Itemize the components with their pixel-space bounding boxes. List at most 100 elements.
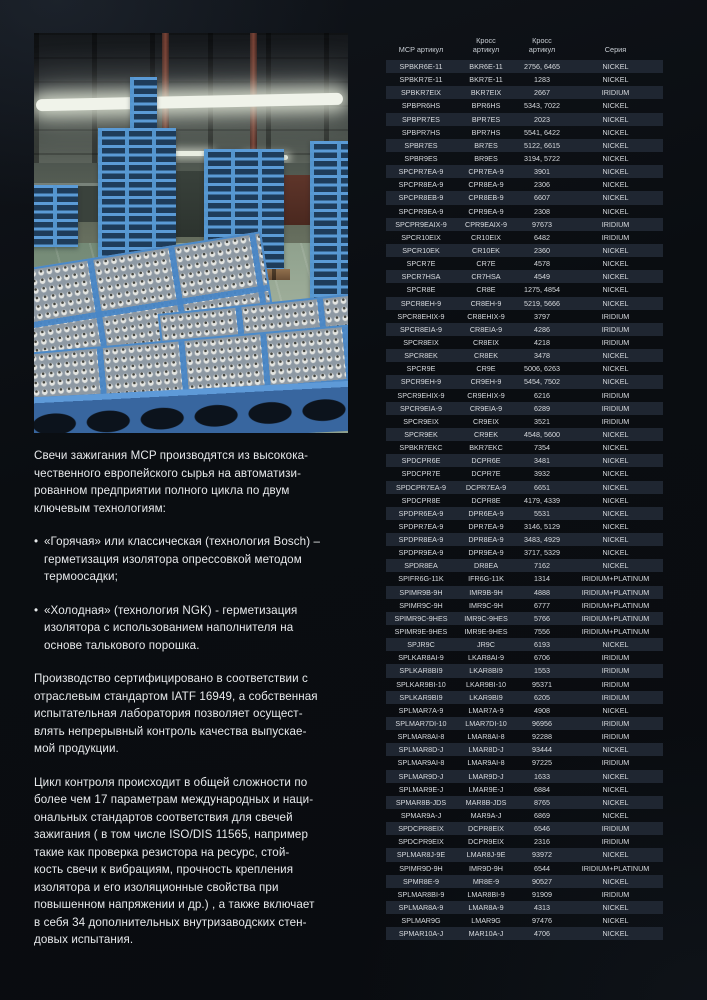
cell-cross-article-1: LMAR8BI-9 <box>467 889 505 899</box>
cell-series: IRIDIUM <box>601 719 630 729</box>
cell-cross-article-1: BR7ES <box>474 140 498 150</box>
cell-mcp-article: SPDPR6EA-9 <box>398 508 444 518</box>
table-row: SPBPR6HS BPR6HS 5343, 7022 NICKEL <box>386 99 663 112</box>
cell-cross-article-2: 4706 <box>534 929 550 939</box>
cell-cross-article-1: CR8EK <box>474 351 498 361</box>
cell-mcp-article: SPCR7HSA <box>401 272 441 282</box>
cell-cross-article-2: 2306 <box>534 180 550 190</box>
cell-cross-article-1: CPR9EA-9 <box>468 206 504 216</box>
cell-series: NICKEL <box>602 193 629 203</box>
cell-mcp-article: SPLKAR9BI-10 <box>396 679 446 689</box>
table-row: SPBKR7EIX BKR7EIX 2667 IRIDIUM <box>386 86 663 100</box>
intro-bullet-item: • «Холодная» (технология NGK) - герметиза… <box>34 603 298 652</box>
cell-cross-article-1: LMAR8J-9E <box>466 850 506 860</box>
table-row: SPCR9EIX CR9EIX 3521 IRIDIUM <box>386 415 663 428</box>
cell-cross-article-2: 90527 <box>532 876 552 886</box>
cell-mcp-article: SPDCPR9EIX <box>398 837 444 847</box>
cell-cross-article-2: 6193 <box>534 640 550 650</box>
table-header-row: MCP артикул Кросс артикул Кросс артикул … <box>386 36 663 60</box>
cell-cross-article-1: BKR6E-11 <box>469 62 503 71</box>
cell-series: NICKEL <box>602 482 629 492</box>
cell-mcp-article: SPBR9ES <box>404 153 438 163</box>
cell-series: NICKEL <box>602 101 629 111</box>
cell-series: NICKEL <box>602 62 629 71</box>
cell-cross-article-1: MAR10A-J <box>468 929 504 939</box>
cell-series: NICKEL <box>602 140 629 150</box>
table-row: SPLMAR7DI-10 LMAR7DI-10 96956 IRIDIUM <box>386 717 663 731</box>
cell-cross-article-1: CR9EIA-9 <box>469 403 503 413</box>
cell-cross-article-1: IMR9B-9H <box>469 587 503 597</box>
cell-cross-article-1: CR9EIX <box>473 416 499 426</box>
table-row: SPCR8EHIX-9 CR8EHIX-9 3797 IRIDIUM <box>386 310 663 323</box>
cell-cross-article-1: IMR9C-9H <box>469 600 503 610</box>
cell-series: NICKEL <box>602 167 629 177</box>
intro-paragraph: Цикл контроля происходит в общей сложнос… <box>34 775 315 947</box>
cell-cross-article-2: 6706 <box>534 653 550 663</box>
cell-cross-article-2: 7354 <box>534 443 550 453</box>
table-row: SPCR9EHIX-9 CR9EHIX-9 6216 IRIDIUM <box>386 389 663 402</box>
cell-cross-article-2: 5541, 6422 <box>524 127 560 137</box>
table-row: SPCR8EIX CR8EIX 4218 IRIDIUM <box>386 336 663 349</box>
cell-cross-article-2: 93444 <box>532 745 552 755</box>
cell-series: IRIDIUM <box>601 88 630 98</box>
cell-cross-article-1: BKR7EKC <box>469 443 503 453</box>
cell-cross-article-1: CR8E <box>476 285 496 295</box>
cell-cross-article-1: DCPR7E <box>471 469 501 479</box>
table-row: SPMR8E-9 MR8E-9 90527 NICKEL <box>386 874 663 888</box>
cell-cross-article-1: LMAR7DI-10 <box>465 719 507 729</box>
cell-cross-article-2: 7162 <box>534 561 550 571</box>
cell-series: NICKEL <box>602 535 629 545</box>
cell-cross-article-2: 97476 <box>532 916 552 926</box>
cell-cross-article-1: CR10EIX <box>471 232 501 242</box>
cell-mcp-article: SPBPR6HS <box>401 101 441 111</box>
cell-cross-article-2: 3478 <box>534 351 550 361</box>
cell-cross-article-1: CR10EK <box>472 245 500 255</box>
cell-cross-article-2: 6884 <box>534 784 550 794</box>
cell-cross-article-1: BPR7ES <box>471 114 501 124</box>
table-row: SPDCPR6E DCPR6E 3481 NICKEL <box>386 454 663 468</box>
cell-series: NICKEL <box>602 508 629 518</box>
cell-mcp-article: SPIMR9C-9HES <box>394 613 448 623</box>
cell-cross-article-1: LMAR8A-9 <box>468 903 504 912</box>
cell-series: IRIDIUM+PLATINUM <box>581 613 650 623</box>
table-row: SPCR8EIA-9 CR8EIA-9 4286 IRIDIUM <box>386 322 663 336</box>
cell-cross-article-2: 5531 <box>534 508 550 518</box>
cell-cross-article-2: 3797 <box>534 311 550 321</box>
cell-series: NICKEL <box>602 469 629 479</box>
cell-mcp-article: SPBKR6E-11 <box>399 62 443 71</box>
cell-mcp-article: SPBKR7EIX <box>401 88 441 98</box>
cell-series: NICKEL <box>602 640 629 650</box>
table-row: SPCPR8EA-9 CPR8EA-9 2306 NICKEL <box>386 178 663 191</box>
photo-crate-stack <box>310 141 348 301</box>
table-row: SPDPR7EA-9 DPR7EA-9 3146, 5129 NICKEL <box>386 520 663 533</box>
cell-cross-article-2: 6205 <box>534 692 550 702</box>
cell-mcp-article: SPLMAR9E-J <box>398 784 444 794</box>
header-cross-article-1: Кросс артикул <box>472 36 500 54</box>
cell-series: IRIDIUM <box>601 732 630 742</box>
cell-series: NICKEL <box>602 561 629 571</box>
cell-mcp-article: SPDCPR7E <box>401 469 441 479</box>
table-row: SPBPR7HS BPR7HS 5541, 6422 NICKEL <box>386 126 663 139</box>
photo-crate-stack <box>34 185 78 247</box>
factory-photo <box>34 33 348 433</box>
table-row: SPDCPR7E DCPR7E 3932 NICKEL <box>386 467 663 480</box>
cell-series: IRIDIUM <box>601 390 630 400</box>
table-row: SPLMAR9E-J LMAR9E-J 6884 NICKEL <box>386 783 663 796</box>
table-row: SPJR9C JR9C 6193 NICKEL <box>386 638 663 652</box>
cell-series: IRIDIUM <box>601 337 630 347</box>
cell-cross-article-1: DPR9EA-9 <box>468 548 504 558</box>
cell-series: IRIDIUM+PLATINUM <box>581 587 650 597</box>
cell-cross-article-1: BKR7E-11 <box>469 75 503 85</box>
cell-series: NICKEL <box>602 180 629 190</box>
cell-cross-article-2: 3146, 5129 <box>524 521 560 531</box>
cell-series: NICKEL <box>602 521 629 531</box>
cell-cross-article-1: LMAR9AI-8 <box>467 758 505 768</box>
cell-mcp-article: SPBKR7EKC <box>399 443 443 453</box>
cell-cross-article-2: 5454, 7502 <box>524 377 560 387</box>
cell-mcp-article: SPLMAR9D-J <box>398 771 444 781</box>
header-series: Серия <box>604 45 627 54</box>
cell-cross-article-2: 91909 <box>532 889 552 899</box>
cell-mcp-article: SPCPR7EA-9 <box>398 167 444 177</box>
cell-series: NICKEL <box>602 75 629 85</box>
